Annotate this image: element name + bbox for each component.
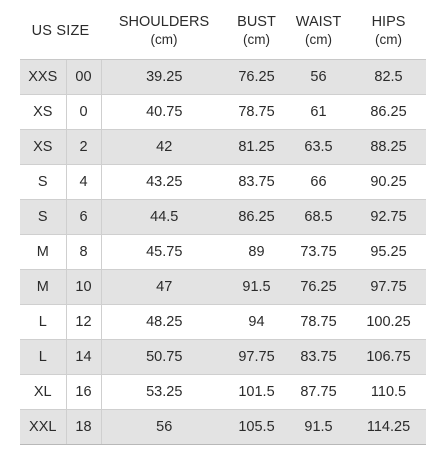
cell-bust: 86.25: [227, 200, 286, 235]
table-row: S 6 44.5 86.25 68.5 92.75: [20, 200, 426, 235]
cell-hips: 90.25: [351, 165, 426, 200]
header-bust-unit: (cm): [227, 31, 286, 49]
cell-letter-size: M: [20, 235, 66, 270]
cell-waist: 63.5: [286, 130, 351, 165]
cell-shoulders: 50.75: [101, 340, 227, 375]
cell-waist: 87.75: [286, 375, 351, 410]
cell-numeric-size: 0: [66, 95, 101, 130]
cell-hips: 114.25: [351, 410, 426, 445]
table-row: L 12 48.25 94 78.75 100.25: [20, 305, 426, 340]
cell-shoulders: 42: [101, 130, 227, 165]
cell-numeric-size: 12: [66, 305, 101, 340]
header-waist-label: WAIST: [286, 13, 351, 31]
cell-letter-size: L: [20, 340, 66, 375]
cell-waist: 66: [286, 165, 351, 200]
cell-bust: 105.5: [227, 410, 286, 445]
cell-numeric-size: 8: [66, 235, 101, 270]
header-us-size-label: US SIZE: [32, 23, 90, 39]
table-row: XXS 00 39.25 76.25 56 82.5: [20, 60, 426, 95]
cell-shoulders: 40.75: [101, 95, 227, 130]
table-header: US SIZE SHOULDERS (cm) BUST (cm) WAIST (…: [20, 3, 426, 60]
header-row: US SIZE SHOULDERS (cm) BUST (cm) WAIST (…: [20, 3, 426, 60]
cell-shoulders: 39.25: [101, 60, 227, 95]
cell-numeric-size: 18: [66, 410, 101, 445]
cell-letter-size: S: [20, 165, 66, 200]
cell-waist: 68.5: [286, 200, 351, 235]
header-shoulders-label: SHOULDERS: [101, 13, 227, 31]
cell-letter-size: XS: [20, 95, 66, 130]
header-waist-unit: (cm): [286, 31, 351, 49]
cell-letter-size: XXL: [20, 410, 66, 445]
cell-hips: 106.75: [351, 340, 426, 375]
cell-letter-size: XL: [20, 375, 66, 410]
cell-numeric-size: 2: [66, 130, 101, 165]
cell-shoulders: 44.5: [101, 200, 227, 235]
cell-letter-size: M: [20, 270, 66, 305]
table-row: XS 0 40.75 78.75 61 86.25: [20, 95, 426, 130]
cell-numeric-size: 6: [66, 200, 101, 235]
cell-waist: 83.75: [286, 340, 351, 375]
cell-letter-size: XXS: [20, 60, 66, 95]
header-shoulders: SHOULDERS (cm): [101, 3, 227, 60]
cell-shoulders: 43.25: [101, 165, 227, 200]
cell-shoulders: 53.25: [101, 375, 227, 410]
table-row: S 4 43.25 83.75 66 90.25: [20, 165, 426, 200]
cell-numeric-size: 14: [66, 340, 101, 375]
cell-numeric-size: 16: [66, 375, 101, 410]
cell-bust: 101.5: [227, 375, 286, 410]
cell-waist: 78.75: [286, 305, 351, 340]
cell-hips: 95.25: [351, 235, 426, 270]
table-row: M 10 47 91.5 76.25 97.75: [20, 270, 426, 305]
cell-bust: 89: [227, 235, 286, 270]
cell-waist: 91.5: [286, 410, 351, 445]
table-row: L 14 50.75 97.75 83.75 106.75: [20, 340, 426, 375]
cell-bust: 94: [227, 305, 286, 340]
header-waist: WAIST (cm): [286, 3, 351, 60]
cell-bust: 97.75: [227, 340, 286, 375]
cell-hips: 82.5: [351, 60, 426, 95]
cell-bust: 81.25: [227, 130, 286, 165]
cell-hips: 97.75: [351, 270, 426, 305]
cell-waist: 76.25: [286, 270, 351, 305]
cell-numeric-size: 10: [66, 270, 101, 305]
cell-bust: 83.75: [227, 165, 286, 200]
cell-bust: 76.25: [227, 60, 286, 95]
cell-hips: 88.25: [351, 130, 426, 165]
table-row: XS 2 42 81.25 63.5 88.25: [20, 130, 426, 165]
header-hips-label: HIPS: [351, 13, 426, 31]
cell-shoulders: 56: [101, 410, 227, 445]
header-hips-unit: (cm): [351, 31, 426, 49]
cell-bust: 78.75: [227, 95, 286, 130]
cell-waist: 61: [286, 95, 351, 130]
table-row: XL 16 53.25 101.5 87.75 110.5: [20, 375, 426, 410]
table-row: XXL 18 56 105.5 91.5 114.25: [20, 410, 426, 445]
header-bust: BUST (cm): [227, 3, 286, 60]
cell-letter-size: L: [20, 305, 66, 340]
cell-letter-size: S: [20, 200, 66, 235]
cell-hips: 100.25: [351, 305, 426, 340]
table-body: XXS 00 39.25 76.25 56 82.5 XS 0 40.75 78…: [20, 60, 426, 445]
header-shoulders-unit: (cm): [101, 31, 227, 49]
cell-letter-size: XS: [20, 130, 66, 165]
cell-hips: 92.75: [351, 200, 426, 235]
cell-numeric-size: 4: [66, 165, 101, 200]
cell-numeric-size: 00: [66, 60, 101, 95]
cell-waist: 56: [286, 60, 351, 95]
size-chart-table: US SIZE SHOULDERS (cm) BUST (cm) WAIST (…: [20, 3, 426, 445]
header-us-size: US SIZE: [20, 3, 101, 60]
cell-hips: 110.5: [351, 375, 426, 410]
cell-shoulders: 45.75: [101, 235, 227, 270]
header-bust-label: BUST: [227, 13, 286, 31]
table-row: M 8 45.75 89 73.75 95.25: [20, 235, 426, 270]
cell-shoulders: 48.25: [101, 305, 227, 340]
cell-hips: 86.25: [351, 95, 426, 130]
cell-waist: 73.75: [286, 235, 351, 270]
cell-shoulders: 47: [101, 270, 227, 305]
cell-bust: 91.5: [227, 270, 286, 305]
header-hips: HIPS (cm): [351, 3, 426, 60]
